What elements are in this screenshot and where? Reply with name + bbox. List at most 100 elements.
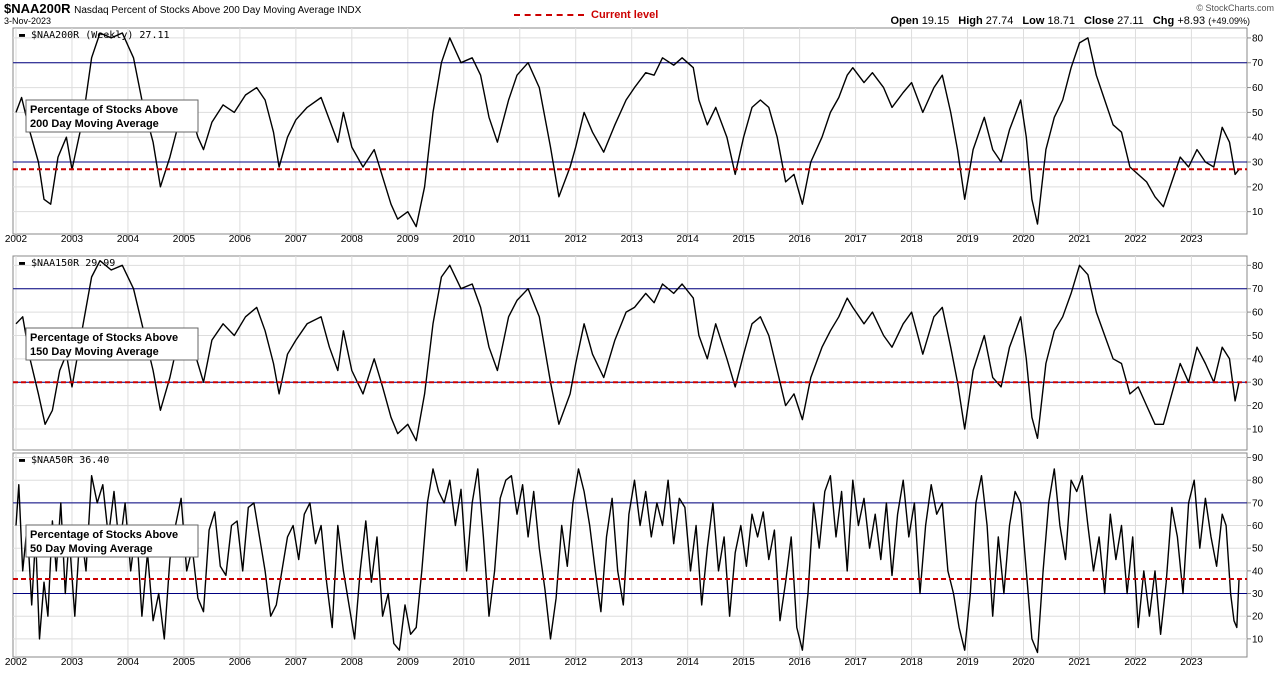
symbol: $NAA200R <box>4 1 71 16</box>
x-tick-label: 2008 <box>341 234 364 245</box>
y-tick-label: 10 <box>1252 207 1264 218</box>
y-tick-label: 40 <box>1252 133 1264 144</box>
y-tick-label: 20 <box>1252 182 1264 193</box>
y-tick-label: 30 <box>1252 378 1264 389</box>
chg-value: +8.93 <box>1177 15 1206 27</box>
annotation-text: Percentage of Stocks Above <box>30 529 178 541</box>
y-tick-label: 10 <box>1252 424 1264 435</box>
chart-header: $NAA200R Nasdaq Percent of Stocks Above … <box>0 0 1280 30</box>
y-tick-label: 10 <box>1252 634 1264 645</box>
y-tick-label: 80 <box>1252 476 1264 487</box>
y-tick-label: 50 <box>1252 331 1264 342</box>
low-label: Low <box>1022 15 1045 27</box>
x-tick-label: 2007 <box>285 657 308 668</box>
annotation-box <box>25 524 199 558</box>
x-tick-label: 2013 <box>621 657 644 668</box>
close-label: Close <box>1084 15 1115 27</box>
current-level-legend: Current level <box>514 9 658 21</box>
description: Nasdaq Percent of Stocks Above 200 Day M… <box>74 5 362 16</box>
x-tick-label: 2006 <box>229 234 252 245</box>
open-value: 19.15 <box>921 15 950 27</box>
legend-label: Current level <box>591 9 659 21</box>
close-value: 27.11 <box>1117 15 1144 27</box>
x-tick-label: 2007 <box>285 234 308 245</box>
x-tick-label: 2023 <box>1180 234 1203 245</box>
annotation-text: 200 Day Moving Average <box>30 118 159 130</box>
series-line <box>15 32 1240 228</box>
y-tick-label: 90 <box>1252 453 1264 464</box>
x-tick-label: 2017 <box>844 234 867 245</box>
x-tick-label: 2003 <box>61 657 84 668</box>
x-tick-label: 2021 <box>1068 234 1091 245</box>
y-tick-label: 70 <box>1252 498 1264 509</box>
y-tick-label: 50 <box>1252 544 1264 555</box>
chg-label: Chg <box>1152 15 1175 27</box>
x-tick-label: 2022 <box>1124 234 1147 245</box>
x-tick-label: 2022 <box>1124 657 1147 668</box>
annotation-text: 150 Day Moving Average <box>30 346 159 358</box>
y-tick-label: 60 <box>1252 521 1264 532</box>
y-tick-label: 80 <box>1252 261 1264 272</box>
y-tick-label: 60 <box>1252 83 1264 94</box>
x-tick-label: 2006 <box>229 657 252 668</box>
x-tick-label: 2018 <box>900 657 923 668</box>
low-value: 18.71 <box>1047 15 1075 27</box>
watermark: © StockCharts.com <box>1196 3 1274 13</box>
x-tick-label: 2014 <box>677 657 700 668</box>
x-tick-label: 2021 <box>1068 657 1091 668</box>
x-tick-label: 2020 <box>1012 234 1035 245</box>
y-tick-label: 80 <box>1252 33 1264 44</box>
panel-label: ▬ $NAA150R 29.99 <box>19 258 115 269</box>
annotation-box <box>25 327 199 361</box>
ohlc-summary: Open 19.15 High 27.74 Low 18.71 Close 27… <box>891 15 1251 27</box>
chg-percent: (+49.09%) <box>1208 16 1250 26</box>
series-line <box>15 468 1240 654</box>
x-tick-label: 2002 <box>5 657 28 668</box>
x-tick-label: 2019 <box>956 234 979 245</box>
x-tick-label: 2004 <box>117 657 140 668</box>
y-tick-label: 60 <box>1252 308 1264 319</box>
x-tick-label: 2017 <box>844 657 867 668</box>
series-line <box>15 260 1240 442</box>
x-tick-label: 2010 <box>453 657 476 668</box>
chart-date: 3-Nov-2023 <box>4 16 52 26</box>
symbol-line: $NAA200R Nasdaq Percent of Stocks Above … <box>4 1 361 16</box>
x-tick-label: 2016 <box>788 657 811 668</box>
high-label: High <box>958 15 983 27</box>
y-tick-label: 30 <box>1252 589 1264 600</box>
y-tick-label: 70 <box>1252 58 1264 69</box>
annotation-box <box>25 99 199 133</box>
y-tick-label: 50 <box>1252 108 1264 119</box>
y-tick-label: 70 <box>1252 284 1264 295</box>
x-tick-label: 2015 <box>733 657 756 668</box>
y-tick-label: 40 <box>1252 566 1264 577</box>
x-tick-label: 2016 <box>788 234 811 245</box>
y-tick-label: 30 <box>1252 158 1264 169</box>
x-tick-label: 2015 <box>733 234 756 245</box>
high-value: 27.74 <box>985 15 1014 27</box>
x-tick-label: 2005 <box>173 234 196 245</box>
x-tick-label: 2013 <box>621 234 644 245</box>
x-tick-label: 2020 <box>1012 657 1035 668</box>
x-tick-label: 2010 <box>453 234 476 245</box>
y-tick-label: 20 <box>1252 612 1264 623</box>
annotation-text: Percentage of Stocks Above <box>30 104 178 116</box>
x-tick-label: 2008 <box>341 657 364 668</box>
panel-label: ▬ $NAA50R 36.40 <box>19 455 109 466</box>
x-tick-label: 2009 <box>397 234 420 245</box>
y-tick-label: 40 <box>1252 354 1264 365</box>
annotation-text: Percentage of Stocks Above <box>30 332 178 344</box>
legend-dash-swatch <box>514 14 584 17</box>
x-tick-label: 2014 <box>677 234 700 245</box>
open-label: Open <box>890 15 919 27</box>
x-tick-label: 2012 <box>565 657 588 668</box>
x-tick-label: 2004 <box>117 234 140 245</box>
panel-label: ▬ $NAA200R (Weekly) 27.11 <box>19 30 170 41</box>
x-tick-label: 2019 <box>956 657 979 668</box>
x-tick-label: 2002 <box>5 234 28 245</box>
x-tick-label: 2005 <box>173 657 196 668</box>
x-tick-label: 2003 <box>61 234 84 245</box>
x-tick-label: 2011 <box>509 234 531 245</box>
annotation-text: 50 Day Moving Average <box>30 543 153 555</box>
